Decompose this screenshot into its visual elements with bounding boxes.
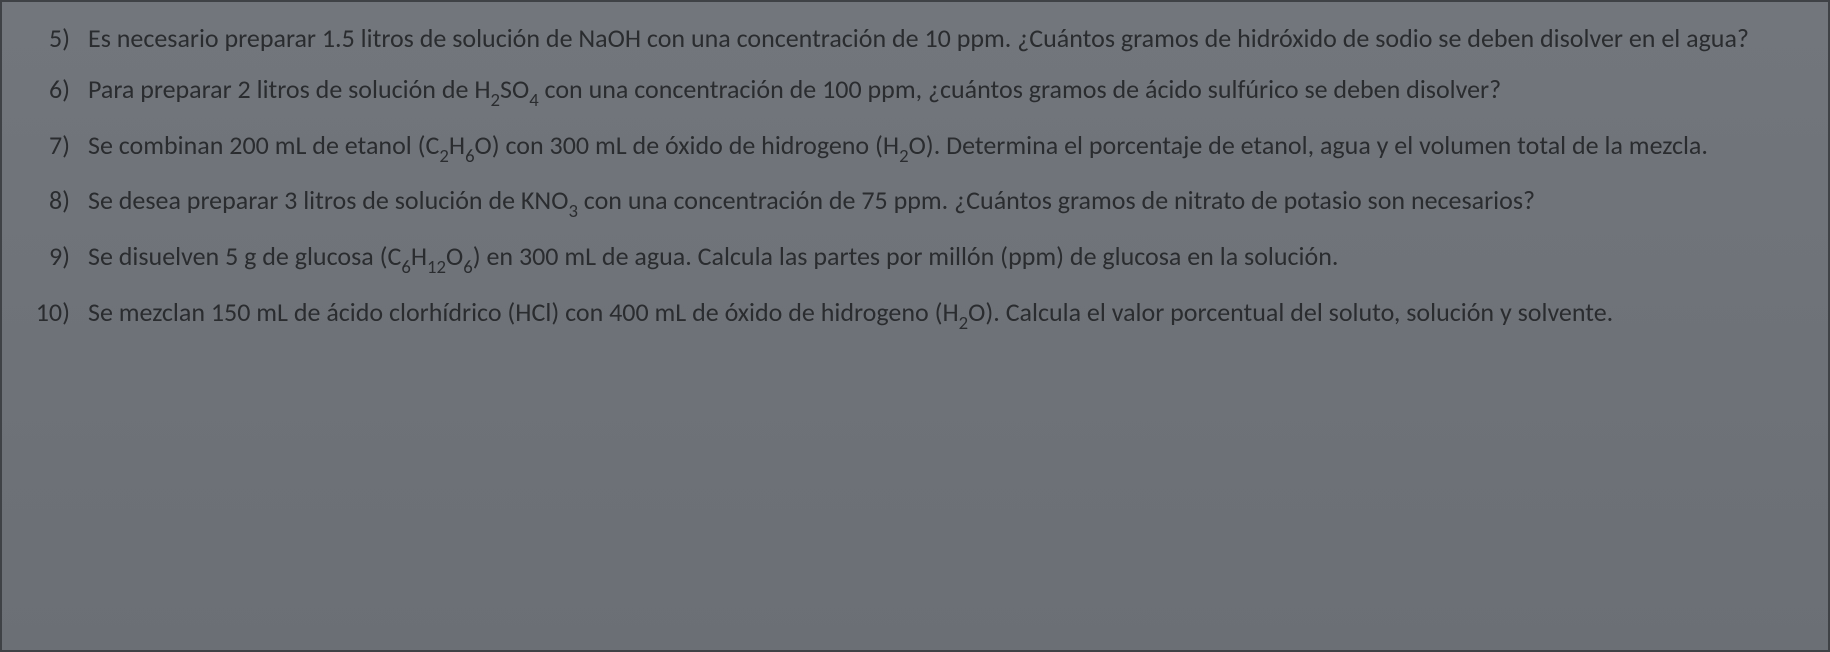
question-list: 5)Es necesario preparar 1.5 litros de so…: [12, 20, 1800, 336]
question-text: Para preparar 2 litros de solución de H2…: [88, 71, 1800, 113]
question-text: Es necesario preparar 1.5 litros de solu…: [88, 20, 1800, 57]
question-number: 6): [12, 71, 88, 108]
question-number: 5): [12, 20, 88, 57]
question-item: 10)Se mezclan 150 mL de ácido clorhídric…: [12, 294, 1800, 336]
question-number: 10): [12, 294, 88, 331]
question-text: Se combinan 200 mL de etanol (C2H6O) con…: [88, 127, 1800, 169]
question-number: 9): [12, 238, 88, 275]
question-text: Se disuelven 5 g de glucosa (C6H12O6) en…: [88, 238, 1800, 280]
question-item: 9)Se disuelven 5 g de glucosa (C6H12O6) …: [12, 238, 1800, 280]
question-item: 8)Se desea preparar 3 litros de solución…: [12, 182, 1800, 224]
question-item: 5)Es necesario preparar 1.5 litros de so…: [12, 20, 1800, 57]
question-text: Se mezclan 150 mL de ácido clorhídrico (…: [88, 294, 1800, 336]
question-item: 7)Se combinan 200 mL de etanol (C2H6O) c…: [12, 127, 1800, 169]
question-number: 8): [12, 182, 88, 219]
question-number: 7): [12, 127, 88, 164]
question-text: Se desea preparar 3 litros de solución d…: [88, 182, 1800, 224]
question-item: 6)Para preparar 2 litros de solución de …: [12, 71, 1800, 113]
